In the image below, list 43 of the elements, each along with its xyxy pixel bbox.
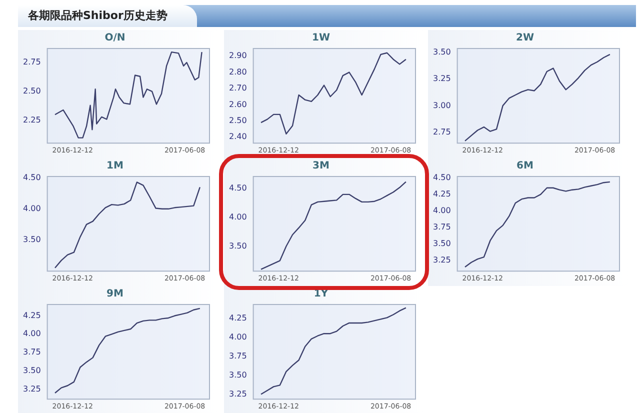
y-tick-label: 4.50 (433, 173, 451, 182)
y-tick-label: 4.00 (23, 329, 41, 338)
y-tick-label: 3.50 (433, 238, 451, 248)
y-tick-label: 3.75 (229, 351, 247, 360)
chart-title: 1W (312, 32, 330, 44)
y-tick-label: 4.00 (433, 206, 451, 216)
y-tick-label: 2.50 (23, 86, 41, 96)
chart-title: 6M (516, 160, 534, 172)
y-tick-label: 2.90 (229, 51, 247, 60)
y-tick-label: 3.50 (229, 370, 247, 380)
y-tick-label: 4.50 (229, 184, 247, 193)
y-tick-label: 2.75 (433, 127, 451, 136)
chart-title: 2W (516, 32, 534, 44)
y-tick-label: 2.60 (229, 100, 247, 109)
y-tick-label: 4.00 (229, 212, 247, 222)
y-tick-label: 4.50 (23, 172, 41, 182)
y-tick-label: 2.70 (229, 84, 247, 93)
y-tick-label: 3.50 (433, 47, 451, 56)
chart-title: 9M (106, 288, 124, 300)
y-tick-label: 3.25 (433, 74, 451, 84)
y-tick-label: 3.25 (433, 255, 451, 264)
y-tick-label: 3.25 (23, 384, 41, 394)
y-tick-label: 3.75 (23, 348, 41, 357)
y-tick-label: 2.40 (229, 132, 247, 142)
y-tick-label: 4.25 (433, 190, 451, 199)
text: 各期限品种Shibor历史走势 (18, 5, 198, 27)
y-tick-label: 3.75 (433, 222, 451, 232)
y-tick-label: 3.50 (23, 235, 41, 244)
y-tick-label: 3.00 (433, 100, 451, 110)
y-tick-label: 3.25 (229, 389, 247, 398)
y-tick-label: 3.50 (23, 366, 41, 375)
y-tick-label: 2.75 (23, 58, 41, 67)
chart-title: 3M (312, 160, 330, 172)
y-tick-label: 2.50 (229, 116, 247, 125)
y-tick-label: 4.00 (229, 332, 247, 342)
y-tick-label: 4.25 (229, 313, 247, 322)
y-tick-label: 3.50 (229, 241, 247, 250)
y-tick-label: 2.80 (229, 67, 247, 76)
y-tick-label: 4.25 (23, 310, 41, 320)
y-tick-label: 4.00 (23, 204, 41, 213)
chart-title: 1M (106, 160, 124, 172)
chart-title: O/N (104, 32, 126, 44)
y-tick-label: 2.25 (23, 116, 41, 124)
